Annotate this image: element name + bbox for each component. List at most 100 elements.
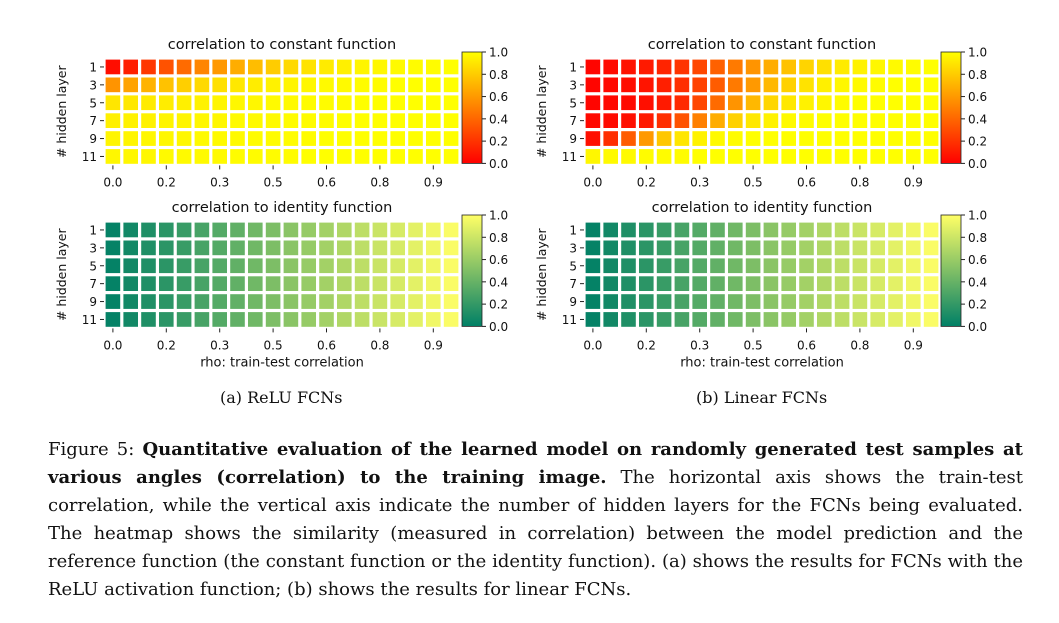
heatmap-cell (781, 131, 796, 146)
x-tick-label: 0.5 (264, 338, 283, 352)
heatmap-cell (834, 240, 850, 256)
heatmap-cell (248, 294, 263, 309)
heatmap-cell (799, 240, 814, 256)
y-tick-label: 9 (569, 132, 577, 146)
heatmap-cell (923, 258, 939, 274)
heatmap-cell (230, 59, 245, 75)
heatmap-cell (283, 222, 299, 238)
heatmap-cell (159, 222, 174, 238)
heatmap-cell (906, 312, 921, 327)
heatmap-cell (408, 294, 423, 309)
heatmap-cell (194, 77, 210, 93)
heatmap-cell (105, 95, 121, 111)
y-tick-label: 3 (569, 241, 577, 255)
heatmap-cell (283, 95, 299, 111)
heatmap-cell (301, 149, 316, 164)
heatmap-cell (283, 131, 299, 146)
heatmap-cell (656, 149, 672, 164)
heatmap-cell (408, 276, 423, 291)
x-tick-label: 0.6 (317, 338, 336, 352)
heatmap-cell (621, 77, 636, 93)
x-tick-label: 0.6 (797, 175, 816, 189)
heatmap-cell (603, 131, 618, 146)
heatmap-cell (923, 77, 939, 93)
heatmap-cell (230, 131, 245, 146)
heatmap-cell (123, 77, 138, 93)
colorbar-tick-label: 0.4 (968, 112, 987, 126)
heatmap-cell (923, 113, 939, 128)
heatmap-cell (834, 131, 850, 146)
heatmap-cell (692, 312, 707, 327)
heatmap-cell (674, 294, 690, 309)
heatmap-cell (319, 131, 334, 146)
heatmap-cell (212, 312, 227, 327)
heatmap-cell (372, 240, 388, 256)
colorbar-frame (940, 51, 962, 164)
heatmap-cell (141, 59, 156, 75)
heatmap-cell (230, 294, 245, 309)
heatmap-cell (603, 59, 618, 75)
heatmap-cell (870, 276, 885, 291)
heatmap-cell (888, 95, 903, 111)
heatmap-cell (763, 149, 779, 164)
chart-title: correlation to identity function (652, 200, 873, 216)
heatmap-cell (834, 149, 850, 164)
heatmap-cell (248, 77, 263, 93)
heatmap-cell (319, 240, 334, 256)
heatmap-cell (301, 258, 316, 274)
heatmap-cell (123, 113, 138, 128)
heatmap-cell (799, 59, 814, 75)
heatmap-cell (745, 294, 761, 309)
heatmap-cell (194, 131, 210, 146)
heatmap-cell (212, 222, 227, 238)
heatmap-cell (283, 294, 299, 309)
heatmap-cell (781, 149, 796, 164)
heatmap-cell (906, 131, 921, 146)
heatmap-cell (248, 59, 263, 75)
colorbar-tick-label: 0.2 (968, 135, 987, 149)
heatmap-cell (799, 77, 814, 93)
colorbar-tick-label: 0.4 (968, 275, 987, 289)
heatmap-cell (799, 222, 814, 238)
heatmap-cell (763, 222, 779, 238)
heatmap-cell (426, 131, 441, 146)
heatmap-cell (337, 312, 352, 327)
heatmap-cell (852, 131, 868, 146)
heatmap-cell (781, 258, 796, 274)
heatmap-cell (834, 59, 850, 75)
heatmap-cell (194, 95, 210, 111)
heatmap-cell (763, 77, 779, 93)
heatmap-cell (870, 312, 885, 327)
heatmap-cell (212, 59, 227, 75)
heatmap-cell (745, 312, 761, 327)
heatmap-cell (354, 113, 370, 128)
heatmap-cell (799, 131, 814, 146)
heatmap-cell (923, 222, 939, 238)
heatmap-cell (283, 240, 299, 256)
heatmap-cell (710, 59, 725, 75)
heatmap-cell (656, 113, 672, 128)
chart-title: correlation to constant function (648, 37, 876, 53)
heatmap-cell (834, 276, 850, 291)
heatmap-cell (141, 240, 156, 256)
heatmap-cell (408, 113, 423, 128)
heatmap-cell (443, 113, 459, 128)
heatmap-cell (354, 131, 370, 146)
heatmap-cell (141, 113, 156, 128)
y-tick-label: 7 (569, 114, 577, 128)
heatmap-cell (745, 95, 761, 111)
heatmap-cell (426, 222, 441, 238)
heatmap-cell (283, 276, 299, 291)
heatmap-cell (585, 258, 601, 274)
heatmap-cell (603, 276, 618, 291)
heatmap-cell (728, 131, 743, 146)
heatmap-cell (710, 149, 725, 164)
heatmap-cell (354, 312, 370, 327)
heatmap-cell (141, 294, 156, 309)
colorbar-tick-label: 0.8 (489, 68, 508, 82)
heatmap-cell (426, 95, 441, 111)
heatmap-cell (710, 276, 725, 291)
x-tick-label: 0.5 (744, 338, 763, 352)
heatmap-cell (621, 131, 636, 146)
heatmap-cell (710, 294, 725, 309)
